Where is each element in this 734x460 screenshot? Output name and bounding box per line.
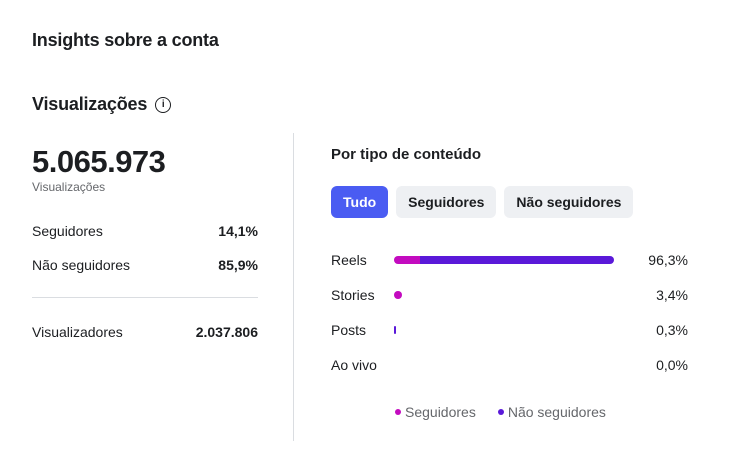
total-views-value: 5.065.973: [32, 144, 166, 179]
views-summary-panel: 5.065.973 Visualizações Seguidores 14,1%…: [32, 140, 258, 340]
followers-value: 14,1%: [218, 223, 258, 239]
content-type-panel: Por tipo de conteúdo Tudo Seguidores Não…: [331, 146, 691, 420]
page-title: Insights sobre a conta: [32, 30, 219, 50]
section-title: Visualizações i: [32, 94, 172, 115]
followers-label: Seguidores: [32, 223, 103, 239]
summary-divider: [32, 297, 258, 298]
section-title-text: Visualizações: [32, 94, 148, 114]
non-followers-value: 85,9%: [218, 257, 258, 273]
content-row-label: Stories: [331, 287, 375, 303]
viewers-value: 2.037.806: [195, 324, 258, 340]
content-row-bar: [394, 361, 622, 369]
bar-non-followers: [420, 256, 614, 264]
viewers-row: Visualizadores 2.037.806: [32, 322, 258, 342]
content-row-stories: Stories 3,4%: [331, 285, 688, 305]
bar-non-followers: [394, 326, 396, 334]
bar-followers: [394, 291, 402, 299]
content-row-live: Ao vivo 0,0%: [331, 355, 688, 375]
total-views-label: Visualizações: [32, 180, 106, 194]
legend-dot-followers: [395, 409, 401, 415]
content-row-posts: Posts 0,3%: [331, 320, 688, 340]
viewers-label: Visualizadores: [32, 324, 123, 340]
content-row-label: Ao vivo: [331, 357, 377, 373]
content-row-bar: [394, 291, 622, 299]
legend-label: Não seguidores: [507, 404, 606, 420]
tab-all[interactable]: Tudo: [331, 186, 389, 218]
legend-label: Seguidores: [405, 404, 476, 420]
legend-dot-non-followers: [497, 409, 504, 415]
content-row-label: Posts: [331, 322, 367, 338]
non-followers-label: Não seguidores: [32, 257, 131, 273]
followers-row: Seguidores 14,1%: [32, 221, 258, 241]
non-followers-row: Não seguidores 85,9%: [32, 255, 258, 275]
tab-non-followers[interactable]: Não seguidores: [504, 186, 634, 218]
content-row-bar: [394, 326, 622, 334]
legend-non-followers: Não seguidores: [497, 404, 606, 420]
bar-followers: [394, 256, 421, 264]
content-row-value: 96,3%: [648, 252, 688, 268]
content-row-value: 0,3%: [656, 322, 688, 338]
content-row-value: 3,4%: [656, 287, 688, 303]
content-row-label: Reels: [331, 252, 367, 268]
panel-divider: [293, 133, 294, 441]
content-type-title: Por tipo de conteúdo: [331, 146, 481, 163]
legend-followers: Seguidores: [395, 404, 476, 420]
chart-legend: Seguidores Não seguidores: [395, 404, 606, 420]
audience-filter-tabs: Tudo Seguidores Não seguidores: [331, 186, 634, 218]
content-row-bar: [394, 256, 622, 264]
info-icon[interactable]: i: [155, 96, 172, 113]
content-row-value: 0,0%: [656, 357, 688, 373]
tab-followers[interactable]: Seguidores: [396, 186, 497, 218]
content-row-reels: Reels 96,3%: [331, 250, 688, 270]
